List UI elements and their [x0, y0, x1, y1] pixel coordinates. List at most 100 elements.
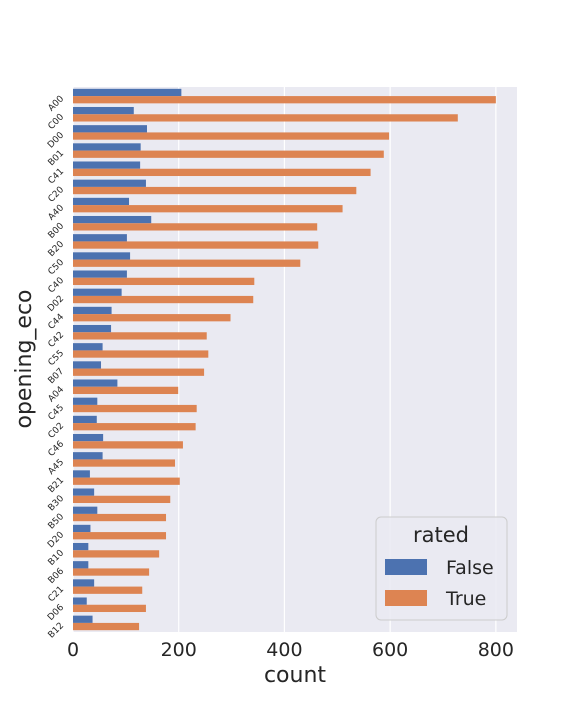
bar-C55-true: [73, 350, 209, 358]
bar-B06-false: [73, 561, 89, 569]
bar-C44-true: [73, 314, 231, 322]
y-category-label: C50: [46, 257, 66, 277]
bar-C02-true: [73, 423, 196, 431]
bar-B30-false: [73, 488, 95, 496]
x-tick-label: 0: [67, 639, 79, 661]
y-axis-label: opening_eco: [12, 289, 37, 428]
y-category-label: B07: [47, 367, 67, 387]
bar-D20-false: [73, 524, 91, 533]
bar-D00-true: [73, 132, 390, 140]
bar-C40-false: [73, 270, 127, 278]
bar-A04-true: [73, 386, 179, 395]
bar-D06-false: [73, 597, 87, 605]
y-category-label: B50: [47, 512, 67, 532]
bar-B20-true: [73, 241, 319, 249]
y-category-label: C00: [46, 112, 66, 132]
bar-B07-false: [73, 361, 102, 369]
y-category-label: B20: [47, 239, 67, 259]
bar-C02-false: [73, 415, 97, 424]
y-category-labels: A00C00D00B01C41C20A40B00B20C50C40D02C44C…: [46, 94, 66, 641]
bar-D20-true: [73, 532, 167, 540]
x-tick-label: 800: [478, 639, 514, 661]
y-category-label: D00: [46, 130, 66, 150]
x-tick-labels: 0 200 400 600 800: [67, 639, 514, 661]
y-category-label: C55: [46, 348, 66, 368]
y-category-label: C44: [46, 312, 66, 332]
bar-D06-true: [73, 604, 146, 613]
bar-B20-false: [73, 234, 127, 242]
y-category-label: B21: [47, 476, 67, 496]
bar-B30-true: [73, 495, 171, 504]
x-axis-label: count: [264, 663, 326, 688]
y-category-label: B00: [47, 221, 67, 241]
bar-B50-true: [73, 513, 167, 522]
bar-C45-true: [73, 404, 197, 413]
bar-C21-false: [73, 579, 95, 587]
bar-B50-false: [73, 506, 98, 514]
bar-B10-false: [73, 542, 89, 551]
legend-swatch-false: [385, 559, 427, 575]
bar-C46-false: [73, 433, 104, 442]
bar-B21-false: [73, 470, 90, 478]
bar-C41-true: [73, 168, 371, 177]
bar-C41-false: [73, 161, 141, 169]
bar-A40-false: [73, 197, 130, 206]
bar-D02-true: [73, 295, 254, 304]
x-tick-label: 200: [161, 639, 197, 661]
legend-title: rated: [413, 523, 469, 547]
bar-B01-true: [73, 150, 384, 158]
bar-C44-false: [73, 306, 112, 315]
y-category-label: A04: [47, 385, 67, 405]
bar-C42-true: [73, 332, 207, 340]
y-category-label: A00: [47, 94, 67, 114]
grid-lines: [72, 87, 497, 632]
bar-B12-false: [73, 615, 93, 623]
bar-B07-true: [73, 368, 205, 376]
y-category-label: C20: [46, 185, 66, 205]
y-category-label: C45: [46, 403, 66, 423]
y-category-label: C41: [46, 167, 66, 187]
bar-B21-true: [73, 477, 180, 485]
legend-label-false: False: [446, 557, 494, 579]
bar-C46-true: [73, 441, 183, 449]
bar-A04-false: [73, 379, 118, 387]
bar-C20-false: [73, 179, 146, 187]
bar-A45-true: [73, 459, 176, 467]
y-category-label: C42: [46, 330, 66, 350]
bar-A45-false: [73, 452, 103, 460]
bar-C00-true: [73, 114, 458, 122]
y-category-label: B10: [47, 548, 67, 568]
y-category-label: C02: [46, 421, 66, 441]
y-category-label: D06: [46, 603, 66, 623]
bar-B00-false: [73, 215, 152, 224]
bar-C55-false: [73, 343, 103, 351]
bar-B06-true: [73, 568, 150, 576]
bar-B12-true: [73, 622, 140, 631]
y-category-label: C46: [46, 439, 66, 459]
bar-C42-false: [73, 324, 112, 333]
y-category-label: B30: [47, 494, 67, 514]
y-category-label: C40: [46, 276, 66, 296]
bar-B10-true: [73, 550, 160, 558]
y-category-label: B01: [47, 149, 67, 169]
bar-C21-true: [73, 586, 143, 594]
y-category-label: A40: [47, 203, 67, 223]
bar-C45-false: [73, 397, 98, 405]
x-tick-label: 600: [372, 639, 408, 661]
x-tick-label: 400: [266, 639, 302, 661]
bar-C50-true: [73, 259, 301, 267]
y-category-label: B06: [47, 566, 67, 586]
bar-D02-false: [73, 288, 122, 296]
bar-C40-true: [73, 277, 255, 286]
bar-A00-false: [73, 88, 182, 97]
bar-A00-true: [73, 96, 496, 104]
bar-C20-true: [73, 186, 357, 195]
y-category-label: A45: [47, 457, 67, 477]
bar-C50-false: [73, 252, 131, 260]
y-category-label: C21: [46, 585, 66, 605]
bar-B00-true: [73, 223, 318, 231]
legend-swatch-true: [385, 590, 427, 606]
legend: rated False True: [375, 516, 508, 621]
legend-label-true: True: [445, 588, 486, 610]
